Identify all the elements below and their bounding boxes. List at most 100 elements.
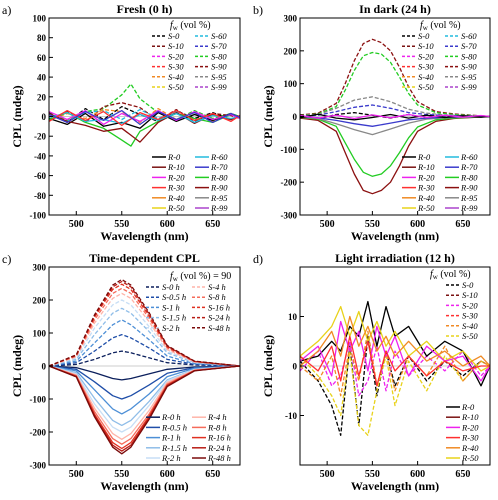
legend-label-s-99: S-99 xyxy=(461,82,477,92)
legend-title-rest: (vol %) xyxy=(438,269,471,280)
x-tick-label: 500 xyxy=(320,469,335,480)
series-line-r-30 xyxy=(300,335,490,387)
legend-label-r-30: R-30 xyxy=(167,183,185,193)
series-line-s-70 xyxy=(300,104,490,118)
x-tick-label: 650 xyxy=(205,469,220,480)
panel-label: b) xyxy=(253,3,263,17)
legend-label-r-2-h: R-2 h xyxy=(161,453,181,463)
legend-label-r-48-h: R-48 h xyxy=(207,453,231,463)
series-group xyxy=(49,83,240,147)
legend-label-r-80: R-80 xyxy=(460,172,478,182)
legend-label-s-80: S-80 xyxy=(461,51,477,61)
panel-label: c) xyxy=(2,252,11,266)
legend-label-s-30: S-30 xyxy=(168,62,184,72)
x-tick-label: 500 xyxy=(69,469,84,480)
legend-label-s-50: S-50 xyxy=(418,82,434,92)
legend-label-r-40: R-40 xyxy=(461,443,479,453)
y-axis-label: CPL (mdeg) xyxy=(10,335,24,397)
legend-label-r-30: R-30 xyxy=(417,183,435,193)
legend-label-r-0: R-0 xyxy=(167,152,181,162)
y-tick-label: 40 xyxy=(37,73,47,83)
legend-label-r-24-h: R-24 h xyxy=(207,443,231,453)
legend-label-r-0-h: R-0 h xyxy=(161,412,181,422)
legend-title-rest: (vol %) xyxy=(428,20,461,31)
legend-title-f: f xyxy=(170,271,174,282)
legend-label-r-20: R-20 xyxy=(461,422,479,432)
legend-label-r-4-h: R-4 h xyxy=(207,412,227,422)
series-line-s-0-h xyxy=(49,350,240,367)
x-axis-label: Wavelength (nm) xyxy=(100,229,188,243)
y-axis-label: CPL (mdeg) xyxy=(261,85,275,147)
legend-label-r-70: R-70 xyxy=(210,162,228,172)
legend-label-s-24-h: S-24 h xyxy=(208,313,230,323)
legend-label-s-95: S-95 xyxy=(211,72,227,82)
y-axis-label: CPL (mdeg) xyxy=(261,335,275,397)
series-line-s-0-5-h xyxy=(49,333,240,367)
series-line-r-48-h xyxy=(49,365,240,455)
y-tick-label: 60 xyxy=(37,53,47,63)
series-line-r-4-h xyxy=(49,365,240,440)
legend-label-r-60: R-60 xyxy=(460,152,478,162)
y-tick-label: -80 xyxy=(34,191,46,201)
legend-label-s-90: S-90 xyxy=(461,62,477,72)
series-line-s-50 xyxy=(300,350,490,436)
x-tick-label: 650 xyxy=(455,219,470,230)
legend-label-s-0: S-0 xyxy=(168,31,180,41)
series-line-r-1-h xyxy=(49,365,240,415)
series-group xyxy=(300,300,490,436)
series-line-s-90 xyxy=(300,38,490,118)
legend-label-r-90: R-90 xyxy=(460,183,478,193)
y-tick-label: 300 xyxy=(284,14,298,24)
legend-label-s-8-h: S-8 h xyxy=(208,292,226,302)
legend-label-s-10: S-10 xyxy=(418,41,434,51)
x-tick-label: 500 xyxy=(69,219,84,230)
legend-label-s-0: S-0 xyxy=(462,280,474,290)
legend-label-s-50: S-50 xyxy=(462,331,478,341)
series-line-r-0-h xyxy=(49,365,240,381)
series-line-s-1-5-h xyxy=(49,307,240,367)
legend-label-s-20: S-20 xyxy=(168,51,184,61)
y-tick-label: -100 xyxy=(30,211,47,221)
x-tick-label: 600 xyxy=(160,469,175,480)
legend-label-s-99: S-99 xyxy=(211,82,227,92)
legend-title-f: f xyxy=(420,20,424,31)
legend-title-sub: w xyxy=(173,275,179,283)
y-tick-label: -100 xyxy=(30,395,47,405)
y-tick-label: 80 xyxy=(37,33,47,43)
legend-title: fw (vol %) xyxy=(430,269,471,281)
legend-label-r-1-5-h: R-1.5 h xyxy=(161,443,187,453)
legend-label-r-1-h: R-1 h xyxy=(161,433,181,443)
legend-label-s-60: S-60 xyxy=(461,31,477,41)
legend: fw (vol %)S-0 S-60 S-10 S-70 S-20 S-80 S-30 S-9… xyxy=(152,20,228,213)
y-tick-label: 100 xyxy=(33,14,47,24)
legend-label-r-60: R-60 xyxy=(210,152,228,162)
legend-label-s-16-h: S-16 h xyxy=(208,302,230,312)
panel-d: 500 550 600 650 -10 0 10 Wavelength (nm) CPL (md… xyxy=(253,251,491,493)
legend-label-r-70: R-70 xyxy=(460,162,478,172)
y-tick-label: 0 xyxy=(293,362,298,372)
y-tick-label: 0 xyxy=(42,362,47,372)
legend-label-s-70: S-70 xyxy=(211,41,227,51)
panel-title: Light irradiation (12 h) xyxy=(335,251,455,265)
legend-label-s-1-h: S-1 h xyxy=(162,302,180,312)
y-axis-label: CPL (mdeg) xyxy=(10,85,24,147)
x-tick-label: 500 xyxy=(320,219,335,230)
legend-title-sub: w xyxy=(433,273,439,281)
legend-label-s-40: S-40 xyxy=(418,72,434,82)
legend-label-s-40: S-40 xyxy=(462,321,478,331)
legend-title-sub: w xyxy=(173,24,179,32)
legend-label-r-40: R-40 xyxy=(417,193,435,203)
panel-title: In dark (24 h) xyxy=(359,2,431,16)
series-line-s-1-h xyxy=(49,319,240,367)
x-axis-label: Wavelength (nm) xyxy=(351,229,439,243)
y-tick-label: -200 xyxy=(30,428,47,438)
legend-label-r-80: R-80 xyxy=(210,172,228,182)
series-line-r-90 xyxy=(300,115,490,195)
legend-label-r-0-5-h: R-0.5 h xyxy=(161,422,187,432)
y-tick-label: 200 xyxy=(33,296,47,306)
legend-label-s-90: S-90 xyxy=(211,62,227,72)
legend: fw (vol %)S-0 S-60 S-10 S-70 S-20 S-80 S-30 S-9… xyxy=(402,20,478,213)
series-line-s-8-h xyxy=(49,287,240,367)
x-tick-label: 650 xyxy=(455,469,470,480)
